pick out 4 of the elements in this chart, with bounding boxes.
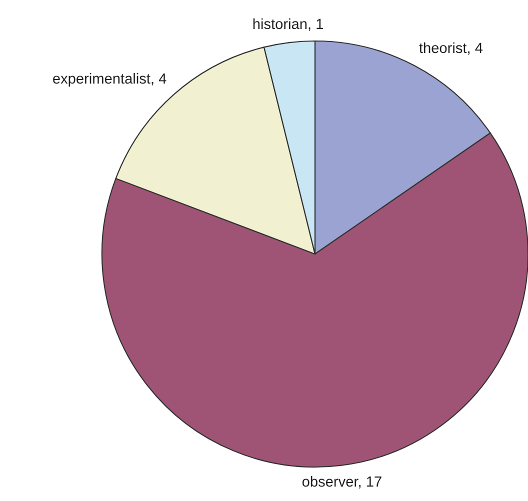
slice-label: historian, 1 <box>253 18 323 31</box>
slice-label: theorist, 4 <box>419 42 483 55</box>
slice-label: observer, 17 <box>302 476 382 488</box>
slice-label: experimentalist, 4 <box>53 73 166 87</box>
